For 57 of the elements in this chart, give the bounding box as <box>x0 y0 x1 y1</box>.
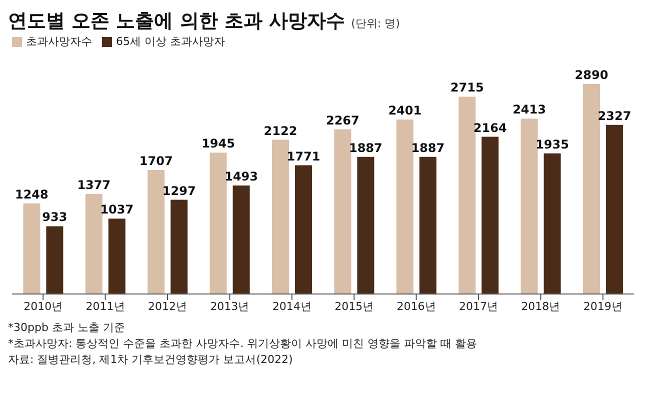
data-label: 1887 <box>411 140 445 155</box>
data-label: 1887 <box>348 140 382 155</box>
bar <box>85 194 102 294</box>
data-label: 1297 <box>162 184 196 198</box>
bar <box>272 140 289 294</box>
data-label: 1771 <box>286 149 320 164</box>
x-tick-label: 2012년 <box>148 300 187 313</box>
bar <box>520 118 538 294</box>
bar <box>148 170 165 294</box>
x-tick-label: 2018년 <box>521 300 560 313</box>
x-tick-label: 2019년 <box>583 300 622 313</box>
bar <box>582 84 600 294</box>
x-tick-label: 2017년 <box>459 300 498 313</box>
bar <box>334 129 352 294</box>
data-label: 1707 <box>139 154 173 168</box>
data-label: 2267 <box>326 113 360 128</box>
data-label: 2122 <box>264 124 298 138</box>
data-label: 2401 <box>388 104 422 118</box>
x-tick-label: 2015년 <box>334 300 374 313</box>
bar <box>458 96 476 294</box>
bar <box>108 218 126 294</box>
text: *초과사망자: 통상적인 수준을 초과한 사망자수. 위기상황이 사망에 미친 영향을 파악할 때 활용 <box>8 336 478 352</box>
x-tick-label: 2014년 <box>272 300 312 313</box>
bar <box>210 152 227 294</box>
data-label: 1037 <box>100 202 134 217</box>
x-tick-label: 2013년 <box>210 300 250 313</box>
bar <box>606 124 623 294</box>
bar <box>544 153 561 294</box>
bar <box>419 156 436 294</box>
x-tick-label: 2011년 <box>86 300 125 313</box>
bar <box>294 165 312 294</box>
data-label: 2890 <box>574 68 608 82</box>
bar <box>170 200 188 294</box>
bar <box>232 186 250 294</box>
data-label: 2164 <box>473 120 507 135</box>
x-tick-label: 2016년 <box>396 300 436 313</box>
bar <box>46 226 64 294</box>
bar <box>482 136 499 294</box>
x-tick-label: 2010년 <box>24 300 63 313</box>
data-label: 2413 <box>512 102 546 117</box>
legend-label: 65세 이상 초과사망자 <box>116 35 225 48</box>
bar <box>357 156 374 294</box>
text: 자료: 질병관리청, 제1차 기후보건영향평가 보고서(2022) <box>8 352 294 368</box>
data-label: 1377 <box>77 178 111 192</box>
text: *30ppb 초과 노출 기준 <box>8 320 126 336</box>
data-label: 1935 <box>536 137 569 152</box>
legend-label: 초과사망자수 <box>26 35 92 48</box>
data-label: 1945 <box>202 136 235 151</box>
data-label: 2327 <box>598 108 632 123</box>
data-label: 1248 <box>14 187 48 202</box>
data-label: 2715 <box>450 80 484 95</box>
bar <box>23 203 40 294</box>
bar <box>396 120 414 294</box>
chart-subtitle: (단위: 명) <box>351 16 400 31</box>
data-label: 1493 <box>224 170 258 184</box>
data-label: 933 <box>42 210 68 224</box>
chart-title: 연도별 오존 노출에 의한 초과 사망자수 <box>8 9 346 34</box>
